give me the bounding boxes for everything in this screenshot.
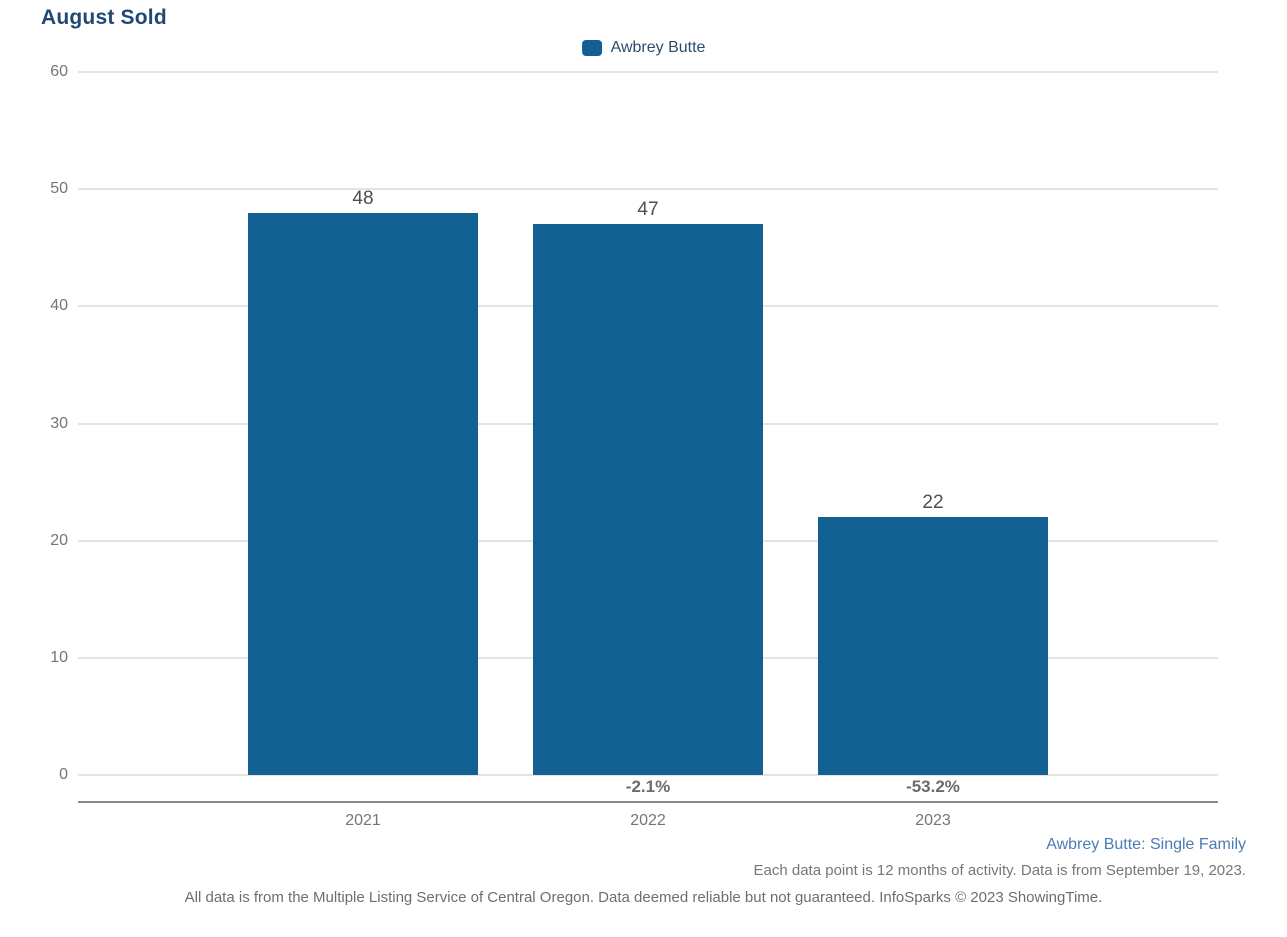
bar-value-label-2022: 47 <box>637 199 659 221</box>
x-axis-tick-2021: 2021 <box>345 812 381 829</box>
pct-change-label-2023: -53.2% <box>906 777 960 796</box>
bar-2022[interactable] <box>533 224 763 775</box>
pct-change-label-2022: -2.1% <box>625 777 671 796</box>
gridline-y-50 <box>78 188 1218 191</box>
bar-2021[interactable] <box>248 212 478 775</box>
page-title: August Sold <box>41 6 167 29</box>
y-axis-tick-10: 10 <box>50 648 68 666</box>
legend-item-awbrey-butte[interactable]: Awbrey Butte <box>581 39 706 57</box>
x-axis-tick-2023: 2023 <box>915 812 951 829</box>
footer-series-note[interactable]: Awbrey Butte: Single Family <box>1046 836 1246 853</box>
gridline-y-0 <box>78 774 1218 776</box>
bar-value-label-2021: 48 <box>352 187 374 209</box>
y-axis-tick-20: 20 <box>50 531 68 549</box>
bar-value-label-2023: 22 <box>922 492 944 514</box>
bar-2023[interactable] <box>818 517 1048 775</box>
x-axis-tick-2022: 2022 <box>630 812 666 829</box>
y-axis-tick-30: 30 <box>50 414 68 432</box>
footer-disclaimer: All data is from the Multiple Listing Se… <box>184 889 1103 906</box>
y-axis-tick-50: 50 <box>50 180 68 198</box>
legend-label: Awbrey Butte <box>610 39 706 56</box>
y-axis-tick-0: 0 <box>59 766 68 783</box>
gridline-y-60 <box>78 71 1218 73</box>
legend-swatch-icon <box>581 40 602 56</box>
x-axis-line <box>78 801 1218 803</box>
y-axis-tick-40: 40 <box>50 297 68 315</box>
y-axis-tick-60: 60 <box>50 63 68 80</box>
footer-data-note: Each data point is 12 months of activity… <box>753 862 1246 879</box>
